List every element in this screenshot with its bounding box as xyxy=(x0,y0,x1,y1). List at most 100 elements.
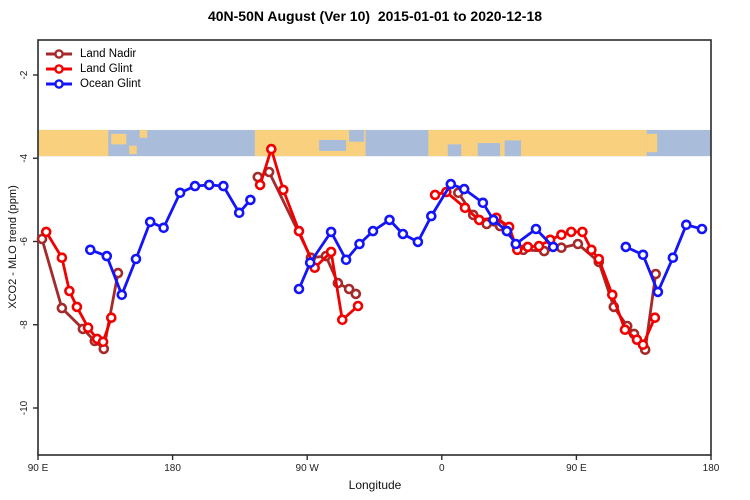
x-tick-label: 90 E xyxy=(566,463,587,474)
map-strip-land xyxy=(428,129,647,157)
legend-label: Land Nadir xyxy=(80,47,137,60)
data-point-ocean-glint xyxy=(245,194,256,206)
data-point-ocean-glint xyxy=(412,236,424,248)
data-point-land-glint xyxy=(293,225,305,237)
data-point-land-glint xyxy=(619,324,631,336)
series-line-ocean-glint xyxy=(88,183,252,297)
data-point-land-glint xyxy=(56,252,68,264)
data-point-ocean-glint xyxy=(354,238,365,250)
legend-marker-land-glint-icon xyxy=(46,63,72,74)
data-point-land-nadir xyxy=(56,302,68,314)
data-point-land-glint xyxy=(265,143,277,155)
data-point-ocean-glint xyxy=(144,216,156,228)
legend-marker-ocean-glint-icon xyxy=(46,78,72,89)
data-point-ocean-glint xyxy=(85,244,96,256)
x-tick-label: 180 xyxy=(164,463,181,474)
x-tick-label: 180 xyxy=(703,463,720,474)
data-point-land-glint xyxy=(637,339,649,351)
data-point-ocean-glint xyxy=(530,223,542,235)
data-point-land-glint xyxy=(277,184,289,196)
data-point-ocean-glint xyxy=(304,257,316,269)
series-line-land-glint xyxy=(258,147,360,322)
data-point-ocean-glint xyxy=(130,253,142,265)
legend-label: Land Glint xyxy=(80,62,133,75)
data-point-land-glint xyxy=(565,226,577,238)
data-point-ocean-glint xyxy=(101,250,113,262)
data-point-land-nadir xyxy=(350,288,362,300)
data-point-ocean-glint xyxy=(667,252,679,264)
y-axis-label: XCO2 - MLO trend (ppm) xyxy=(7,185,19,309)
x-axis-label: Longitude xyxy=(348,478,402,492)
data-point-ocean-glint xyxy=(384,214,395,226)
series-line-ocean-glint xyxy=(624,223,704,294)
data-point-ocean-glint xyxy=(477,197,489,209)
data-point-land-glint xyxy=(97,336,109,348)
legend-item-land-glint: Land Glint xyxy=(45,61,141,76)
map-strip-island xyxy=(111,133,127,145)
data-point-ocean-glint xyxy=(293,283,305,295)
data-point-land-glint xyxy=(577,226,588,238)
map-strip-island xyxy=(139,129,148,138)
data-point-ocean-glint xyxy=(233,207,245,219)
data-point-ocean-glint xyxy=(620,241,632,253)
data-point-land-glint xyxy=(352,300,364,312)
data-point-ocean-glint xyxy=(637,249,649,261)
x-tick-label: 0 xyxy=(439,463,445,474)
series-line-land-nadir xyxy=(256,170,358,296)
x-tick-label: 90 E xyxy=(28,463,49,474)
y-tick-label: -10 xyxy=(19,400,30,415)
y-tick-label: -4 xyxy=(19,153,30,162)
map-strip-island xyxy=(129,145,137,155)
data-point-ocean-glint xyxy=(203,179,215,191)
data-point-land-glint xyxy=(64,285,75,297)
data-point-land-glint xyxy=(473,214,485,226)
data-point-land-glint xyxy=(556,229,567,241)
plot-frame xyxy=(37,39,712,456)
data-point-land-glint xyxy=(606,289,618,301)
data-point-land-glint xyxy=(254,179,266,191)
map-strip-sea-patch xyxy=(447,144,462,157)
legend-item-ocean-glint: Ocean Glint xyxy=(45,76,141,91)
data-point-land-glint xyxy=(82,322,94,334)
y-tick-label: -8 xyxy=(19,320,30,329)
legend: Land Nadir Land Glint Ocean Glint xyxy=(45,46,141,91)
data-point-ocean-glint xyxy=(367,225,379,237)
data-point-ocean-glint xyxy=(696,223,708,235)
data-point-land-glint xyxy=(522,241,534,253)
data-point-ocean-glint xyxy=(218,180,229,192)
data-point-ocean-glint xyxy=(458,183,470,195)
map-strip-land xyxy=(38,129,109,157)
data-point-land-glint xyxy=(40,226,52,238)
map-strip-sea-patch xyxy=(477,143,501,157)
data-point-land-nadir xyxy=(572,238,584,250)
data-point-land-glint xyxy=(649,312,661,324)
data-point-ocean-glint xyxy=(189,180,201,192)
map-strip-sea-patch xyxy=(349,129,365,142)
y-tick-label: -6 xyxy=(19,237,30,246)
y-tick-label: -2 xyxy=(19,70,30,79)
legend-label: Ocean Glint xyxy=(80,77,141,90)
map-strip-sea-patch xyxy=(504,140,522,157)
data-point-land-nadir xyxy=(556,242,567,253)
data-point-ocean-glint xyxy=(425,210,437,222)
data-point-ocean-glint xyxy=(116,289,128,301)
data-point-ocean-glint xyxy=(501,225,513,237)
data-point-land-glint xyxy=(429,189,441,201)
data-point-land-glint xyxy=(106,312,117,324)
data-point-ocean-glint xyxy=(174,187,186,199)
data-point-ocean-glint xyxy=(680,219,692,231)
data-point-ocean-glint xyxy=(488,214,499,226)
data-point-ocean-glint xyxy=(547,241,559,253)
data-point-land-glint xyxy=(533,240,545,252)
data-point-land-glint xyxy=(325,246,337,258)
legend-marker-land-nadir-icon xyxy=(46,48,72,59)
data-point-ocean-glint xyxy=(397,228,409,240)
data-point-land-nadir xyxy=(343,283,355,295)
x-tick-label: 90 W xyxy=(296,463,320,474)
data-point-land-glint xyxy=(586,244,597,256)
data-point-ocean-glint xyxy=(445,178,457,190)
data-point-land-glint xyxy=(459,202,471,214)
data-point-land-glint xyxy=(71,301,83,313)
